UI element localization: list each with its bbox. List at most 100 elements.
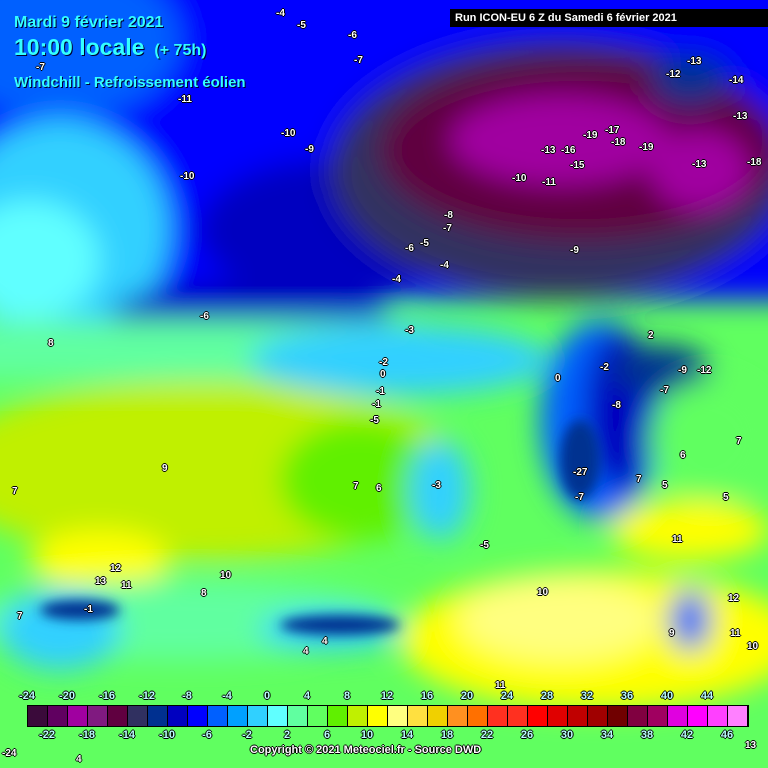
legend-swatch	[188, 706, 208, 726]
map-value-label: 9	[669, 628, 675, 639]
legend-swatch	[408, 706, 428, 726]
map-value-label: 11	[730, 628, 741, 639]
legend-tick-bottom: 6	[323, 729, 331, 741]
legend-tick-bottom: -6	[202, 729, 212, 741]
legend-swatch	[168, 706, 188, 726]
map-value-label: -3	[432, 480, 441, 491]
color-scale-legend	[27, 705, 749, 727]
map-value-label: -9	[678, 365, 687, 376]
map-value-label: 7	[17, 611, 23, 622]
model-run-banner: Run ICON-EU 6 Z du Samedi 6 février 2021	[450, 9, 768, 27]
legend-swatch	[288, 706, 308, 726]
map-value-label: -6	[405, 243, 414, 254]
map-value-label: -13	[541, 145, 556, 156]
map-value-label: -19	[639, 142, 654, 153]
map-value-label: 8	[201, 588, 207, 599]
legend-swatch	[488, 706, 508, 726]
map-value-label: 12	[110, 563, 122, 574]
legend-tick-bottom: 38	[640, 729, 654, 741]
legend-swatch	[708, 706, 728, 726]
legend-swatch	[228, 706, 248, 726]
forecast-local-time: 10:00 locale	[14, 34, 145, 60]
map-value-label: -24	[2, 748, 17, 759]
legend-tick-bottom: 26	[520, 729, 534, 741]
map-value-label: -4	[440, 260, 449, 271]
legend-swatch	[568, 706, 588, 726]
map-value-label: 8	[48, 338, 54, 349]
map-value-label: -5	[420, 238, 429, 249]
map-value-label: -1	[376, 386, 385, 397]
map-value-label: 13	[95, 576, 107, 587]
map-value-label: 12	[728, 593, 740, 604]
map-value-label: 11	[121, 580, 132, 591]
legend-swatch	[68, 706, 88, 726]
map-value-label: -19	[583, 130, 598, 141]
legend-swatch	[648, 706, 668, 726]
legend-tick-top: 32	[580, 690, 594, 702]
legend-tick-top: -20	[59, 690, 75, 702]
legend-tick-top: 4	[303, 690, 311, 702]
map-value-label: -2	[379, 357, 388, 368]
map-value-label: -6	[348, 30, 357, 41]
legend-swatch	[728, 706, 748, 726]
map-value-label: 10	[537, 587, 549, 598]
map-value-label: -12	[697, 365, 712, 376]
legend-swatch	[328, 706, 348, 726]
map-value-label: 5	[723, 492, 729, 503]
legend-tick-bottom: 22	[480, 729, 494, 741]
map-value-label: 13	[745, 740, 757, 751]
legend-tick-bottom: 10	[360, 729, 374, 741]
legend-tick-top: 40	[660, 690, 674, 702]
legend-tick-bottom: 14	[400, 729, 414, 741]
map-value-label: -13	[733, 111, 748, 122]
map-value-label: 10	[220, 570, 232, 581]
map-value-label: -1	[372, 399, 381, 410]
legend-swatch	[528, 706, 548, 726]
legend-tick-top: 8	[343, 690, 351, 702]
map-value-label: 6	[680, 450, 686, 461]
legend-swatch	[208, 706, 228, 726]
map-value-label: -5	[297, 20, 306, 31]
map-value-label: -10	[512, 173, 527, 184]
map-value-label: -8	[612, 400, 621, 411]
map-value-label: -3	[405, 325, 414, 336]
map-value-label: 0	[555, 373, 561, 384]
legend-swatch	[348, 706, 368, 726]
map-value-label: -18	[747, 157, 762, 168]
map-value-label: -14	[729, 75, 744, 86]
legend-swatch	[448, 706, 468, 726]
legend-tick-bottom: -10	[159, 729, 175, 741]
legend-tick-top: -4	[222, 690, 232, 702]
map-value-label: -10	[180, 171, 195, 182]
legend-tick-bottom: 18	[440, 729, 454, 741]
map-value-label: 4	[322, 636, 328, 647]
map-value-label: -7	[660, 385, 669, 396]
legend-tick-top: 0	[263, 690, 271, 702]
legend-tick-top: 28	[540, 690, 554, 702]
legend-tick-top: 24	[500, 690, 514, 702]
forecast-lead-time: (+ 75h)	[154, 42, 207, 59]
map-value-label: 11	[672, 534, 683, 545]
parameter-title: Windchill - Refroissement éolien	[14, 74, 246, 91]
legend-tick-top: -8	[182, 690, 192, 702]
legend-tick-top: -12	[139, 690, 155, 702]
legend-swatch	[128, 706, 148, 726]
map-value-label: -7	[443, 223, 452, 234]
map-value-label: -5	[370, 415, 379, 426]
map-value-label: -7	[354, 55, 363, 66]
legend-swatch	[628, 706, 648, 726]
map-value-label: -10	[281, 128, 296, 139]
map-value-label: -12	[666, 69, 681, 80]
legend-swatch	[688, 706, 708, 726]
map-value-label: 4	[76, 754, 82, 765]
map-value-label: -11	[178, 94, 192, 105]
legend-swatch	[268, 706, 288, 726]
map-value-label: -13	[687, 56, 702, 67]
legend-swatch	[108, 706, 128, 726]
map-value-label: -16	[561, 145, 576, 156]
map-value-label: -15	[570, 160, 585, 171]
map-value-label: -17	[605, 125, 620, 136]
legend-swatch	[368, 706, 388, 726]
legend-tick-bottom: 30	[560, 729, 574, 741]
